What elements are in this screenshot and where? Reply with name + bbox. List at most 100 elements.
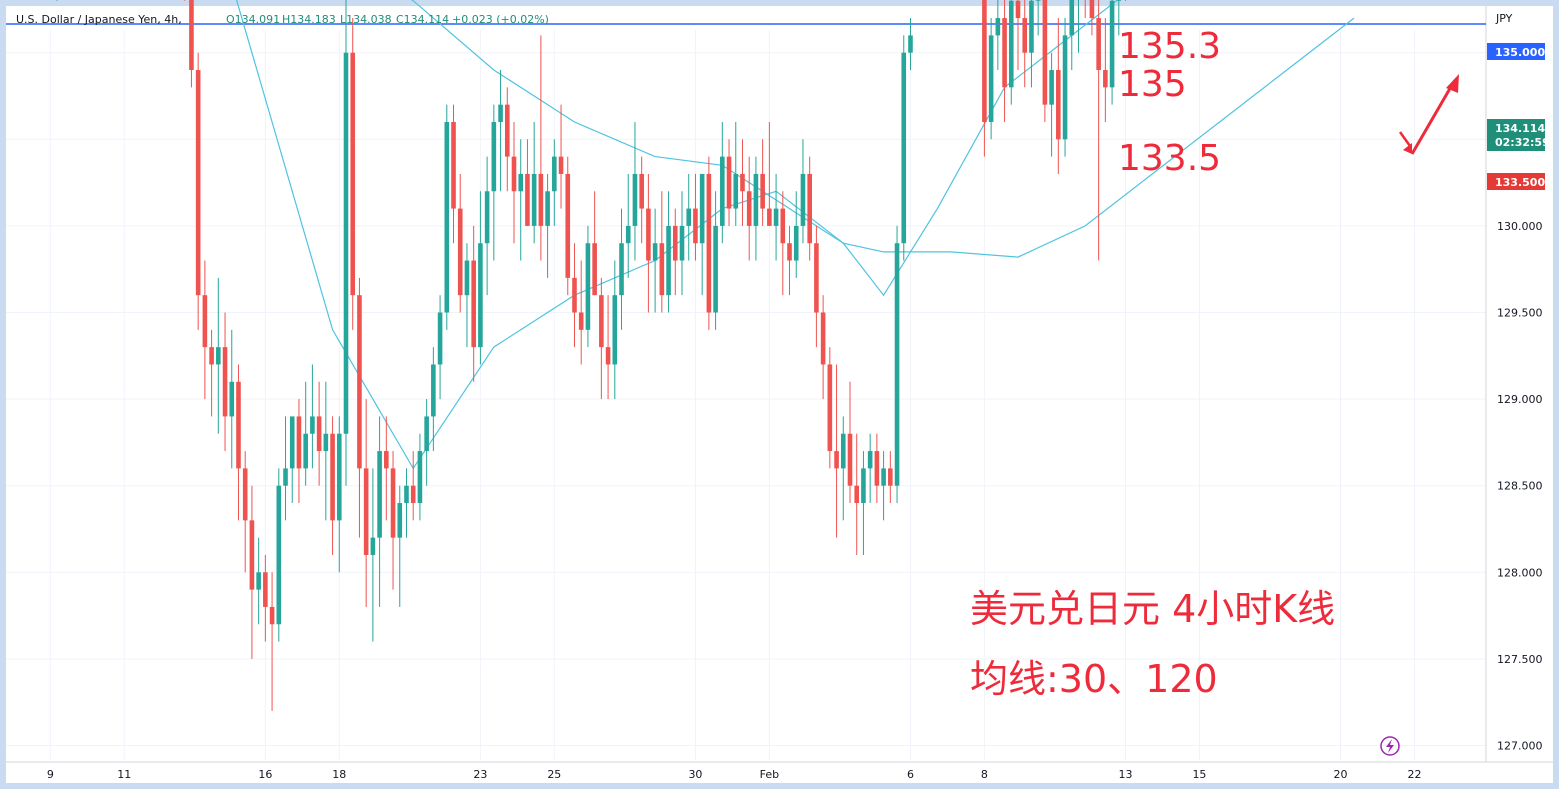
- candle-body: [599, 295, 604, 348]
- candle-body: [982, 0, 987, 122]
- candle: [209, 329, 214, 417]
- candle: [1042, 0, 1048, 122]
- x-tick-label: 30: [688, 768, 702, 781]
- candle-body: [827, 364, 833, 452]
- candle-body: [417, 451, 423, 504]
- candle-body: [753, 173, 759, 226]
- candle-body: [236, 381, 241, 469]
- candle: [652, 208, 658, 313]
- candle-body: [202, 295, 208, 348]
- lightning-icon[interactable]: [1380, 736, 1400, 756]
- candle-body: [659, 243, 665, 296]
- candle-body: [612, 295, 618, 365]
- candle: [565, 156, 571, 296]
- candle-body: [646, 208, 651, 261]
- x-tick-label: 6: [907, 768, 914, 781]
- candle: [457, 173, 463, 313]
- candle-body: [1109, 0, 1115, 88]
- candle: [1002, 0, 1007, 122]
- candle: [343, 0, 349, 486]
- candle: [847, 381, 853, 504]
- candle-body: [1042, 0, 1048, 105]
- candle: [189, 0, 194, 88]
- candle: [336, 416, 342, 573]
- y-tick-label: 129.500: [1497, 307, 1543, 320]
- x-tick-label: 8: [981, 768, 988, 781]
- candle: [679, 191, 685, 296]
- candle: [672, 208, 678, 296]
- candle: [397, 485, 403, 607]
- candle-body: [767, 208, 772, 226]
- candle-body: [1002, 18, 1007, 88]
- candle-body: [336, 433, 342, 521]
- candle: [1109, 0, 1115, 105]
- candle-body: [1089, 0, 1095, 19]
- candle: [686, 173, 692, 261]
- candle-body: [1015, 0, 1021, 19]
- x-tick-label: 22: [1407, 768, 1421, 781]
- candle-body: [988, 35, 994, 122]
- last-price-value: 134.114: [1495, 122, 1545, 135]
- x-tick-label: 18: [332, 768, 346, 781]
- currency-label: JPY: [1495, 12, 1513, 25]
- candle-body: [733, 173, 739, 209]
- candle: [242, 451, 248, 573]
- candle: [316, 381, 322, 486]
- candle: [424, 399, 429, 486]
- ohlc-low: L134.038: [340, 13, 392, 26]
- candle: [236, 364, 241, 521]
- candle: [531, 121, 537, 244]
- price-axis[interactable]: 127.000 127.500 128.000 128.500 129.000 129.5…: [1497, 0, 1543, 753]
- candle: [464, 243, 470, 348]
- candle: [632, 121, 638, 261]
- candle: [451, 104, 456, 244]
- candle: [693, 173, 698, 261]
- candle: [1062, 18, 1068, 157]
- candle: [1049, 52, 1054, 157]
- grid-lines: [6, 6, 1553, 763]
- candle-body: [216, 347, 221, 365]
- candle-body: [679, 225, 685, 261]
- candle: [625, 173, 631, 278]
- candle: [525, 139, 530, 226]
- candle: [444, 104, 450, 330]
- candle: [276, 468, 282, 642]
- time-axis[interactable]: 9 11 16 18 23 25 30 Feb 6 8 13 15 20 22: [47, 768, 1422, 781]
- candle: [592, 191, 597, 296]
- candle-body: [303, 433, 308, 469]
- candle-body: [330, 433, 335, 521]
- candle: [867, 433, 873, 504]
- ohlc-open: O134.091: [226, 13, 280, 26]
- candle-body: [229, 381, 235, 417]
- candle: [827, 347, 833, 469]
- candle-body: [457, 208, 463, 296]
- candle-body: [189, 0, 194, 71]
- candle-body: [431, 364, 436, 417]
- candle: [840, 416, 846, 521]
- candle-body: [491, 121, 497, 192]
- candle-body: [834, 451, 839, 469]
- candle: [834, 364, 839, 538]
- candle-body: [672, 225, 678, 261]
- candle: [498, 70, 503, 192]
- candle-body: [652, 243, 658, 261]
- y-tick-label: 129.000: [1497, 393, 1543, 406]
- candle-body: [908, 35, 913, 53]
- candle: [995, 0, 1001, 71]
- price-tag-135: 135.000: [1487, 43, 1545, 60]
- candle: [363, 399, 369, 607]
- candle-body: [686, 208, 692, 226]
- annotation-135: 135: [1118, 64, 1187, 105]
- ohlc-close: C134.114: [396, 13, 449, 26]
- candle: [377, 416, 382, 607]
- candle: [437, 295, 443, 400]
- candle: [1077, 0, 1079, 53]
- up-arrow-shaft: [1410, 84, 1454, 155]
- svg-text:135.000: 135.000: [1495, 46, 1545, 59]
- candle: [289, 416, 295, 504]
- candle-body: [525, 173, 530, 226]
- candle: [646, 173, 651, 313]
- candle-body: [746, 191, 752, 226]
